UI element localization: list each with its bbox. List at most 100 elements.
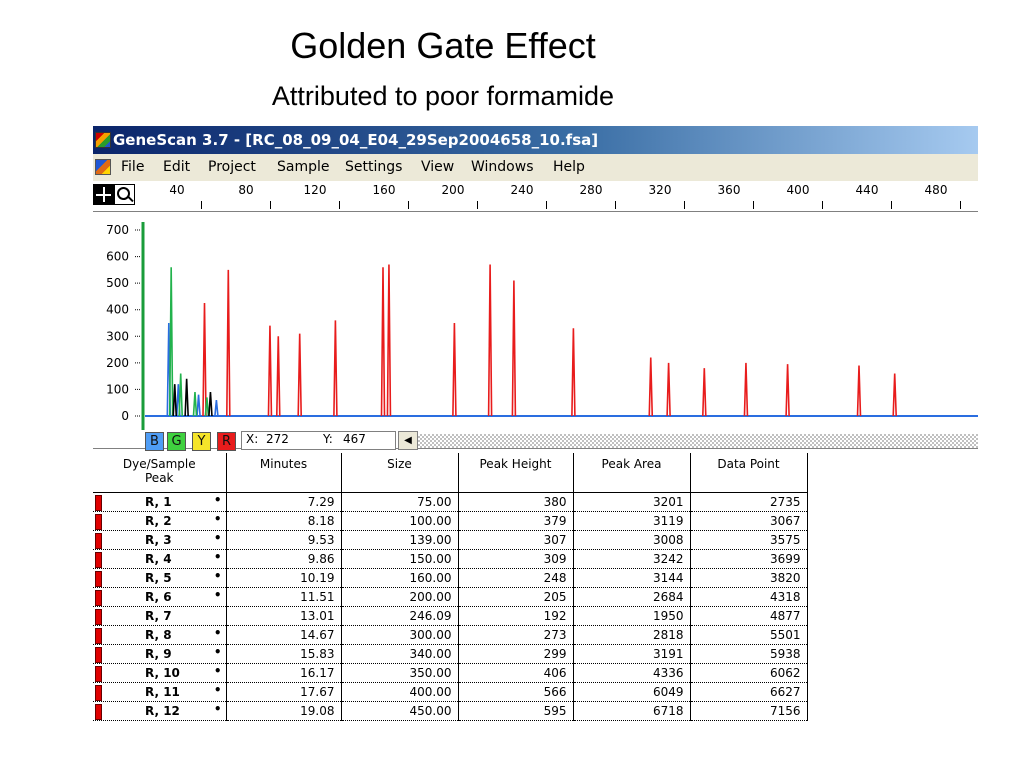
red-peak[interactable] — [702, 368, 707, 417]
cell-data-point: 6062 — [690, 663, 808, 683]
green-peak[interactable] — [168, 267, 174, 417]
table-row[interactable]: R, 9 • 15.83 340.00 299 3191 5938 — [93, 644, 808, 664]
cell-dye-sample-peak[interactable]: R, 3 • — [93, 530, 227, 550]
column-header-peak-area[interactable]: Peak Area — [573, 453, 691, 493]
red-peak[interactable] — [743, 362, 749, 417]
cell-peak-area: 3201 — [573, 492, 691, 512]
cell-dye-sample-peak[interactable]: R, 2 • — [93, 511, 227, 531]
red-peak[interactable] — [267, 325, 273, 417]
red-peak[interactable] — [571, 328, 576, 417]
table-row[interactable]: R, 6 • 11.51 200.00 205 2684 4318 — [93, 587, 808, 607]
cell-dye-sample-peak[interactable]: R, 8 • — [93, 625, 227, 645]
document-icon[interactable] — [95, 159, 111, 175]
window-titlebar[interactable]: GeneScan 3.7 - [RC_08_09_04_E04_29Sep200… — [93, 126, 978, 154]
table-row[interactable]: R, 3 • 9.53 139.00 307 3008 3575 — [93, 530, 808, 550]
red-dye-marker-icon — [95, 590, 102, 606]
black-peak[interactable] — [208, 392, 213, 417]
red-peak[interactable] — [452, 322, 457, 417]
ruler-tick — [822, 201, 823, 209]
dye-yellow-button[interactable]: Y — [192, 432, 211, 451]
red-peak[interactable] — [892, 373, 897, 417]
menu-project[interactable]: Project — [208, 159, 256, 175]
slide-title: Golden Gate Effect — [290, 25, 596, 66]
red-dye-marker-icon — [95, 495, 102, 511]
y-tick-label: 200 — [106, 356, 129, 370]
ruler-tick-label: 440 — [855, 183, 879, 197]
electropherogram-plot[interactable]: 700 600 500 400 300 200 100 0 — [93, 212, 978, 430]
table-row[interactable]: R, 11 • 17.67 400.00 566 6049 6627 — [93, 682, 808, 702]
cell-dye-sample-peak[interactable]: R, 1 • — [93, 492, 227, 512]
menu-windows[interactable]: Windows — [471, 159, 534, 175]
table-row[interactable]: R, 10 • 16.17 350.00 406 4336 6062 — [93, 663, 808, 683]
dye-red-button[interactable]: R — [217, 432, 236, 451]
table-row[interactable]: R, 4 • 9.86 150.00 309 3242 3699 — [93, 549, 808, 569]
cell-size: 340.00 — [341, 644, 459, 664]
menu-view[interactable]: View — [421, 159, 455, 175]
red-peak[interactable] — [202, 303, 207, 417]
cell-dye-sample-peak[interactable]: R, 5 • — [93, 568, 227, 588]
red-peak[interactable] — [648, 357, 654, 417]
zoom-tool-icon[interactable] — [114, 184, 135, 205]
red-peak[interactable] — [333, 320, 338, 417]
cell-dye-sample-peak[interactable]: R, 10 • — [93, 663, 227, 683]
peak-flag-icon: • — [213, 702, 222, 716]
cell-dye-sample-peak[interactable]: R, 11 • — [93, 682, 227, 702]
column-header-size[interactable]: Size — [341, 453, 459, 493]
cell-dye-sample-peak[interactable]: R, 7 — [93, 606, 227, 626]
red-peak[interactable] — [226, 269, 231, 417]
horizontal-scrollbar[interactable] — [418, 434, 978, 448]
blue-peak[interactable] — [196, 394, 201, 417]
red-dye-marker-icon — [95, 647, 102, 663]
dye-green-button[interactable]: G — [167, 432, 186, 451]
scroll-left-button[interactable]: ◀ — [398, 431, 418, 450]
menu-sample[interactable]: Sample — [277, 159, 330, 175]
red-peak[interactable] — [380, 267, 386, 417]
table-row[interactable]: R, 7 13.01 246.09 192 1950 4877 — [93, 606, 808, 626]
cell-peak-height: 192 — [458, 606, 574, 626]
menu-help[interactable]: Help — [553, 159, 585, 175]
cell-data-point: 3067 — [690, 511, 808, 531]
menu-edit[interactable]: Edit — [163, 159, 191, 175]
red-peak[interactable] — [856, 365, 862, 417]
green-peak[interactable] — [204, 397, 210, 417]
crosshair-tool-icon[interactable] — [93, 184, 114, 205]
blue-peak[interactable] — [214, 399, 219, 417]
green-peak[interactable] — [192, 392, 198, 417]
red-peak[interactable] — [275, 336, 281, 417]
table-row[interactable]: R, 8 • 14.67 300.00 273 2818 5501 — [93, 625, 808, 645]
black-peak[interactable] — [172, 384, 178, 417]
peak-flag-icon: • — [213, 664, 222, 678]
green-peak[interactable] — [178, 373, 183, 417]
red-peak[interactable] — [487, 264, 493, 417]
table-row[interactable]: R, 12 • 19.08 450.00 595 6718 7156 — [93, 701, 808, 721]
red-peak[interactable] — [785, 364, 790, 417]
genescan-app-icon[interactable] — [95, 132, 111, 148]
peak-label: R, 12 — [145, 704, 180, 718]
column-header-dye-sample-peak[interactable]: Dye/Sample Peak — [93, 453, 227, 493]
peak-label: R, 4 — [145, 552, 172, 566]
menu-settings[interactable]: Settings — [345, 159, 403, 175]
peak-flag-icon: • — [213, 512, 222, 526]
red-peak[interactable] — [297, 333, 302, 417]
red-peak[interactable] — [666, 362, 671, 417]
dye-blue-button[interactable]: B — [145, 432, 164, 451]
table-row[interactable]: R, 2 • 8.18 100.00 379 3119 3067 — [93, 511, 808, 531]
column-header-minutes[interactable]: Minutes — [226, 453, 342, 493]
cell-dye-sample-peak[interactable]: R, 4 • — [93, 549, 227, 569]
cell-dye-sample-peak[interactable]: R, 9 • — [93, 644, 227, 664]
table-row[interactable]: R, 1 • 7.29 75.00 380 3201 2735 — [93, 492, 808, 512]
cell-dye-sample-peak[interactable]: R, 12 • — [93, 701, 227, 721]
cell-peak-area: 3119 — [573, 511, 691, 531]
column-header-peak-height[interactable]: Peak Height — [458, 453, 574, 493]
ruler-tick — [201, 201, 202, 209]
column-header-data-point[interactable]: Data Point — [690, 453, 808, 493]
table-row[interactable]: R, 5 • 10.19 160.00 248 3144 3820 — [93, 568, 808, 588]
black-peak[interactable] — [184, 378, 189, 417]
ruler-tick-label: 160 — [372, 183, 396, 197]
red-peak[interactable] — [386, 264, 392, 417]
menu-file[interactable]: File — [121, 159, 145, 175]
ruler-tick — [546, 201, 547, 209]
cell-minutes: 17.67 — [226, 682, 342, 702]
cell-dye-sample-peak[interactable]: R, 6 • — [93, 587, 227, 607]
red-peak[interactable] — [511, 280, 517, 417]
